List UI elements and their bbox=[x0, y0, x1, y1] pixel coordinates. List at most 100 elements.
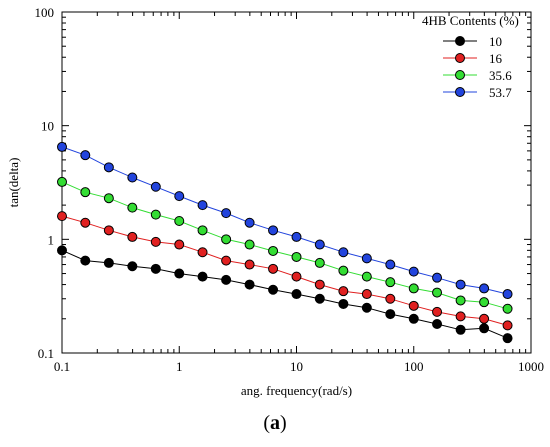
data-point bbox=[408, 313, 419, 324]
data-point bbox=[57, 141, 67, 152]
data-point bbox=[150, 209, 161, 220]
legend-label: 16 bbox=[489, 51, 503, 66]
data-point bbox=[502, 289, 513, 300]
series-1 bbox=[57, 245, 513, 344]
data-point bbox=[174, 215, 185, 226]
data-point bbox=[455, 295, 466, 306]
data-point bbox=[244, 217, 255, 228]
data-point bbox=[408, 283, 419, 294]
data-point bbox=[455, 324, 466, 335]
data-point bbox=[127, 261, 138, 272]
data-point bbox=[80, 150, 91, 161]
data-point bbox=[197, 271, 208, 282]
data-point bbox=[361, 302, 372, 313]
data-point bbox=[174, 191, 185, 202]
data-point bbox=[174, 239, 185, 250]
data-point bbox=[361, 271, 372, 282]
x-axis-label: ang. frequency(rad/s) bbox=[241, 383, 352, 398]
data-point bbox=[338, 298, 349, 309]
data-point bbox=[103, 225, 114, 236]
data-point bbox=[314, 293, 325, 304]
data-point bbox=[268, 263, 279, 274]
data-point bbox=[385, 259, 396, 270]
series-3 bbox=[57, 176, 513, 314]
data-point bbox=[268, 225, 279, 236]
data-point bbox=[80, 187, 91, 198]
data-point bbox=[57, 245, 67, 256]
legend-title: 4HB Contents (%) bbox=[422, 13, 519, 28]
data-point bbox=[361, 289, 372, 300]
data-point bbox=[174, 268, 185, 279]
axis-ticks: 0.1 1 10 100 1000 0.1 1 10 100 bbox=[35, 5, 545, 374]
caption-open: ( bbox=[263, 412, 270, 434]
y-tick-label: 0.1 bbox=[38, 346, 54, 361]
data-point bbox=[197, 225, 208, 236]
caption-close: ) bbox=[280, 412, 287, 434]
data-point bbox=[291, 289, 302, 300]
data-point bbox=[221, 234, 232, 245]
data-point bbox=[502, 303, 513, 314]
data-point bbox=[291, 231, 302, 242]
data-point bbox=[221, 274, 232, 285]
data-point bbox=[127, 231, 138, 242]
data-point bbox=[268, 284, 279, 295]
x-tick-label: 1000 bbox=[518, 359, 544, 374]
data-point bbox=[127, 172, 138, 183]
data-point bbox=[479, 283, 490, 294]
data-point bbox=[221, 255, 232, 266]
legend: 4HB Contents (%) 10 16 35.6 53.7 bbox=[422, 13, 519, 100]
data-point bbox=[150, 263, 161, 274]
y-tick-label: 10 bbox=[41, 119, 54, 134]
data-point bbox=[244, 259, 255, 270]
legend-marker bbox=[455, 70, 465, 80]
y-tick-label: 100 bbox=[35, 5, 55, 20]
series-4 bbox=[57, 141, 513, 300]
data-point bbox=[361, 253, 372, 264]
data-point bbox=[291, 251, 302, 262]
data-point bbox=[268, 245, 279, 256]
data-point bbox=[314, 279, 325, 290]
series-2 bbox=[57, 211, 513, 331]
data-point bbox=[408, 300, 419, 311]
data-point bbox=[432, 306, 443, 317]
caption-letter: a bbox=[270, 412, 280, 434]
data-point bbox=[385, 277, 396, 288]
data-point bbox=[150, 236, 161, 247]
data-point bbox=[338, 286, 349, 297]
data-point bbox=[455, 311, 466, 322]
x-tick-label: 100 bbox=[404, 359, 424, 374]
data-point bbox=[197, 247, 208, 258]
y-tick-label: 1 bbox=[48, 232, 55, 247]
data-point bbox=[150, 181, 161, 192]
data-point bbox=[502, 333, 513, 344]
data-point bbox=[103, 257, 114, 268]
series-layer bbox=[57, 141, 513, 344]
data-point bbox=[479, 313, 490, 324]
data-point bbox=[502, 320, 513, 331]
legend-label: 35.6 bbox=[489, 68, 512, 83]
data-point bbox=[80, 255, 91, 266]
data-point bbox=[338, 265, 349, 276]
data-point bbox=[103, 193, 114, 204]
data-point bbox=[57, 211, 67, 222]
legend-marker bbox=[455, 36, 465, 46]
data-point bbox=[314, 239, 325, 250]
legend-marker bbox=[455, 53, 465, 63]
data-point bbox=[127, 202, 138, 213]
data-point bbox=[455, 279, 466, 290]
data-point bbox=[80, 217, 91, 228]
data-point bbox=[221, 208, 232, 219]
data-point bbox=[408, 266, 419, 277]
data-point bbox=[432, 318, 443, 329]
data-point bbox=[479, 323, 490, 334]
data-point bbox=[244, 279, 255, 290]
data-point bbox=[244, 239, 255, 250]
figure-caption: (a) bbox=[0, 412, 550, 435]
x-tick-label: 10 bbox=[290, 359, 303, 374]
data-point bbox=[291, 271, 302, 282]
legend-label: 53.7 bbox=[489, 85, 512, 100]
data-point bbox=[103, 162, 114, 173]
legend-marker bbox=[455, 87, 465, 97]
data-point bbox=[385, 309, 396, 320]
